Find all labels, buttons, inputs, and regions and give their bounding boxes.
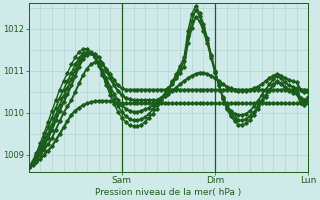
X-axis label: Pression niveau de la mer( hPa ): Pression niveau de la mer( hPa ): [95, 188, 242, 197]
